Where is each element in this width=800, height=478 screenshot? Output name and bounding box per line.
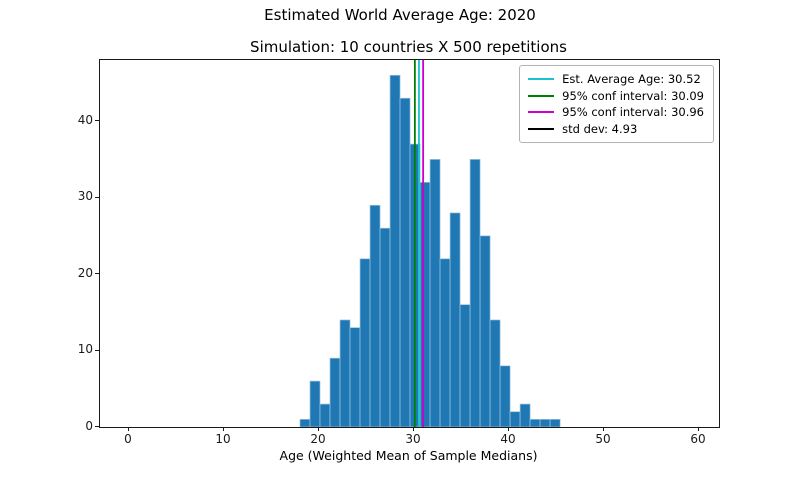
histogram-bar [379,227,391,427]
histogram-bar [549,419,561,427]
histogram-bar [439,258,451,427]
y-tick-label: 0 [85,418,93,433]
histogram-bar [399,97,411,427]
x-tick-label: 0 [124,432,132,446]
x-axis-tick [318,427,319,431]
histogram-bar [429,159,441,427]
x-axis-label: Age (Weighted Mean of Sample Medians) [279,448,538,463]
histogram-bar [299,419,311,427]
x-axis-tick [508,427,509,431]
x-tick-label: 10 [215,432,231,446]
legend-row: std dev: 4.93 [528,121,704,138]
y-axis-tick [95,120,99,122]
histogram-bar [539,419,551,427]
x-tick-label: 20 [310,432,326,446]
histogram-bar [479,235,491,427]
x-axis-tick [223,427,224,431]
histogram-bar [519,403,531,427]
plot-area: Est. Average Age: 30.52 95% conf interval… [99,59,720,428]
legend-row: 95% conf interval: 30.09 [528,88,704,105]
legend-row: 95% conf interval: 30.96 [528,104,704,121]
legend-label: 95% conf interval: 30.96 [562,105,704,120]
legend-label: 95% conf interval: 30.09 [562,88,704,103]
x-tick-label: 30 [405,432,421,446]
histogram-bar [489,319,501,427]
y-axis-tick [95,273,99,275]
histogram-bar [419,181,431,427]
histogram-svg [299,60,561,427]
x-tick-label: 40 [500,432,516,446]
x-axis-tick [698,427,699,431]
legend-row: Est. Average Age: 30.52 [528,71,704,88]
x-tick-label: 50 [595,432,611,446]
histogram-bar [359,258,371,427]
x-axis-tick [128,427,129,431]
histogram-bar [449,212,461,427]
y-axis-tick [95,426,99,427]
x-axis-tick [413,427,414,431]
histogram-bar [499,365,511,427]
histogram-bar [329,357,341,427]
histogram-bar [369,204,381,427]
histogram-bar [309,380,321,427]
y-tick-label: 20 [77,265,93,280]
x-axis-tick [603,427,604,431]
y-tick-label: 30 [77,189,93,204]
legend-line-swatch [528,78,555,81]
axes-title: Simulation: 10 countries X 500 repetitio… [250,38,567,56]
histogram-bar [319,403,331,427]
legend-label: std dev: 4.93 [562,121,638,136]
legend-label: Est. Average Age: 30.52 [562,72,701,87]
legend-line-swatch [528,111,555,114]
x-tick-label: 60 [690,432,706,446]
histogram-bar [389,74,401,427]
y-tick-label: 40 [77,112,93,127]
histogram-bar [469,159,481,427]
y-axis-tick [95,196,99,198]
legend: Est. Average Age: 30.52 95% conf interval… [519,65,714,143]
histogram-bar [349,327,361,427]
y-axis-tick [95,349,99,351]
figure-suptitle: Estimated World Average Age: 2020 [264,6,536,24]
histogram-bar [339,319,351,427]
histogram-bar [459,304,471,427]
legend-line-swatch [528,127,555,130]
y-tick-label: 10 [77,342,93,356]
legend-line-swatch [528,94,555,97]
histogram-bar [529,419,541,427]
histogram-bar [509,411,521,427]
